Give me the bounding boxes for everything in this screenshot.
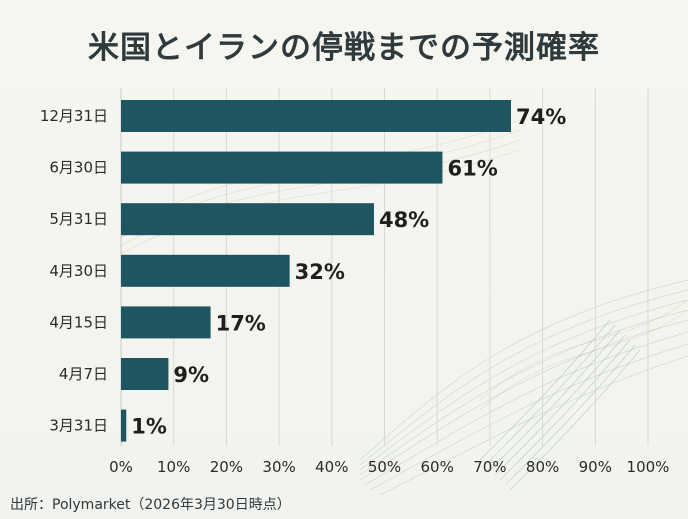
x-tick-label: 100%	[627, 458, 670, 476]
data-label: 74%	[516, 105, 566, 129]
data-label: 9%	[173, 363, 209, 387]
x-tick-label: 20%	[210, 458, 243, 476]
chart-title: 米国とイランの停戦までの予測確率	[88, 30, 600, 66]
y-category-label: 4月15日	[49, 313, 108, 331]
data-label: 61%	[447, 157, 497, 181]
x-tick-label: 70%	[473, 458, 506, 476]
x-tick-label: 30%	[262, 458, 295, 476]
data-label: 1%	[131, 415, 167, 439]
y-category-label: 5月31日	[49, 210, 108, 228]
bar-6	[121, 409, 127, 442]
x-tick-label: 80%	[526, 458, 559, 476]
data-label: 32%	[295, 260, 345, 284]
x-tick-label: 40%	[315, 458, 348, 476]
bar-2	[121, 203, 374, 236]
bar-4	[121, 306, 211, 339]
bar-0	[121, 100, 511, 132]
y-category-label: 3月31日	[49, 417, 108, 435]
source-note: 出所：Polymarket（2026年3月30日時点）	[10, 497, 291, 513]
y-category-label: 4月30日	[49, 262, 108, 280]
bar-5	[121, 358, 169, 390]
y-category-label: 6月30日	[49, 159, 108, 177]
x-tick-label: 90%	[579, 458, 612, 476]
bar-1	[121, 151, 443, 184]
bar-3	[121, 254, 290, 287]
x-tick-label: 50%	[368, 458, 401, 476]
y-category-label: 12月31日	[40, 107, 108, 125]
y-category-label: 4月7日	[59, 365, 108, 383]
x-tick-label: 60%	[421, 458, 454, 476]
data-label: 48%	[379, 208, 429, 232]
x-tick-label: 0%	[109, 458, 133, 476]
data-label: 17%	[216, 311, 266, 335]
x-tick-label: 10%	[157, 458, 190, 476]
